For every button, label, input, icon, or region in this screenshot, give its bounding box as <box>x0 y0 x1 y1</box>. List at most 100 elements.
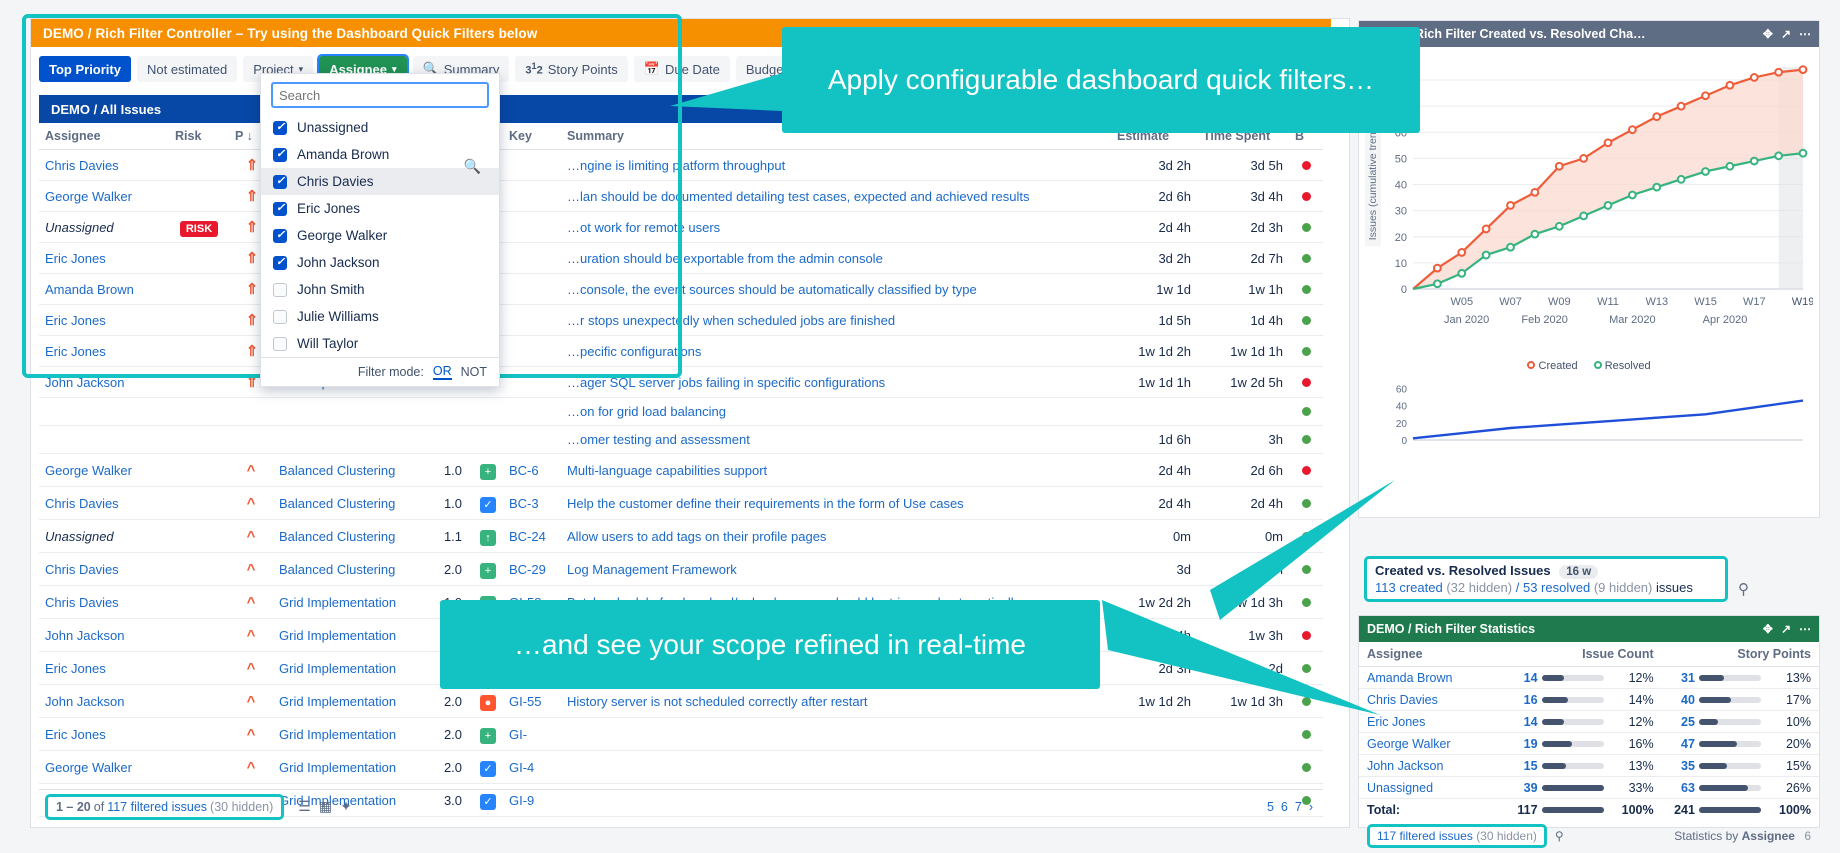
cell-assignee[interactable]: Eric Jones <box>39 335 169 367</box>
cell-key[interactable]: BC-24 <box>503 519 561 553</box>
table-row[interactable]: Unassigned ^ Balanced Clustering 1.1 ↑ BC-24 A… <box>39 519 1323 553</box>
assignee-value[interactable]: Chris Davies <box>45 561 119 577</box>
cell-assignee[interactable]: Unassigned <box>39 519 169 553</box>
col-risk[interactable]: Risk <box>169 123 229 150</box>
statistics-by-value[interactable]: Assignee <box>1741 829 1795 843</box>
dropdown-item-john-jackson[interactable]: John Jackson <box>261 249 499 276</box>
cell-project[interactable]: Grid Implementation <box>273 717 433 751</box>
cell-project[interactable]: Grid Implementation <box>273 651 433 685</box>
cell-key[interactable]: BC-29 <box>503 552 561 586</box>
cell-assignee[interactable]: George Walker <box>39 453 169 487</box>
cell-summary[interactable]: Multi-language capabilities support <box>561 453 1111 487</box>
assignee-value[interactable]: George Walker <box>45 188 132 204</box>
search-input[interactable] <box>271 82 489 108</box>
assignee-value[interactable]: John Jackson <box>45 627 125 643</box>
cell-project[interactable] <box>273 425 433 454</box>
checkbox-icon[interactable] <box>273 309 287 324</box>
more-icon[interactable]: ⋯ <box>1799 27 1811 41</box>
quick-filter-not-estimated[interactable]: Not estimated <box>136 56 238 82</box>
stats-assignee[interactable]: Unassigned <box>1359 776 1506 799</box>
columns-icon[interactable]: ☰ <box>298 798 311 814</box>
cell-project[interactable]: Balanced Clustering <box>273 486 433 520</box>
dropdown-item-chris-davies[interactable]: Chris Davies <box>261 168 499 195</box>
cell-summary[interactable]: …uration should be exportable from the a… <box>561 242 1111 274</box>
filter-mode-or[interactable]: OR <box>432 364 452 380</box>
cell-summary[interactable]: …pecific configurations <box>561 335 1111 367</box>
table-row[interactable]: Amanda Brown⇑Grid Implementation…console… <box>39 273 1323 305</box>
checkbox-icon[interactable] <box>273 336 287 351</box>
assignee-value[interactable]: Amanda Brown <box>45 281 134 297</box>
cell-assignee[interactable] <box>39 397 169 426</box>
cell-project[interactable]: Balanced Clustering <box>273 552 433 586</box>
cell-key[interactable] <box>503 149 561 181</box>
cell-assignee[interactable]: George Walker <box>39 180 169 212</box>
cell-assignee[interactable]: Chris Davies <box>39 585 169 619</box>
dropdown-item-julie-williams[interactable]: Julie Williams <box>261 303 499 330</box>
checkbox-icon[interactable] <box>273 282 287 297</box>
table-row[interactable]: …on for grid load balancing <box>39 397 1323 426</box>
next-page-button[interactable]: › <box>1308 799 1313 814</box>
cell-assignee[interactable]: Unassigned <box>39 211 169 243</box>
cell-assignee[interactable]: Amanda Brown <box>39 273 169 305</box>
table-row[interactable]: Eric Jones ^ Grid Implementation 2.0 + GI- <box>39 717 1323 751</box>
cell-summary[interactable]: …ager SQL server jobs failing in specifi… <box>561 366 1111 398</box>
quick-filter-top-priority[interactable]: Top Priority <box>39 56 131 82</box>
stats-row[interactable]: George Walker 19 16% 47 20% <box>1359 732 1819 755</box>
created-vs-resolved-summary[interactable]: Created vs. Resolved Issues 16 w 113 cre… <box>1364 556 1728 602</box>
cell-assignee[interactable]: John Jackson <box>39 618 169 652</box>
assignee-value[interactable]: Eric Jones <box>45 343 106 359</box>
legend-created[interactable]: Created <box>1527 360 1578 372</box>
move-icon[interactable]: ✥ <box>1762 622 1773 636</box>
stats-assignee[interactable]: Eric Jones <box>1359 710 1506 733</box>
col-key[interactable]: Key <box>503 123 561 150</box>
cell-project[interactable]: Grid Implementation <box>273 618 433 652</box>
cell-key[interactable] <box>503 242 561 274</box>
table-row[interactable]: George Walker⇑Balanced Clustering…lan sh… <box>39 180 1323 212</box>
cell-summary[interactable]: …r stops unexpectedly when scheduled job… <box>561 304 1111 336</box>
stats-row[interactable]: Chris Davies 16 14% 40 17% <box>1359 688 1819 711</box>
cell-assignee[interactable]: Eric Jones <box>39 304 169 336</box>
stats-assignee[interactable]: George Walker <box>1359 732 1506 755</box>
cell-summary[interactable] <box>561 750 1111 784</box>
cell-summary[interactable]: …lan should be documented detailing test… <box>561 180 1111 212</box>
cell-key[interactable] <box>503 304 561 336</box>
search-icon[interactable]: 🔍 <box>463 158 481 174</box>
table-row[interactable]: Eric Jones⇑Grid Implementation…pecific c… <box>39 335 1323 367</box>
stats-assignee[interactable]: John Jackson <box>1359 754 1506 777</box>
cell-project[interactable]: Grid Implementation <box>273 585 433 619</box>
pagination-summary[interactable]: 1 – 20 of 117 filtered issues (30 hidden… <box>45 793 285 820</box>
cell-assignee[interactable]: Eric Jones <box>39 651 169 685</box>
cell-summary[interactable]: …console, the event sources should be au… <box>561 273 1111 305</box>
cell-key[interactable]: GI- <box>503 717 561 751</box>
stats-row[interactable]: John Jackson 15 13% 35 15% <box>1359 754 1819 777</box>
cell-project[interactable] <box>273 397 433 426</box>
assignee-value[interactable]: George Walker <box>45 462 132 478</box>
dropdown-item-john-smith[interactable]: John Smith <box>261 276 499 303</box>
page-5[interactable]: 5 <box>1266 799 1274 814</box>
move-icon[interactable]: ✥ <box>1762 27 1773 41</box>
quick-filter-story-points[interactable]: 312 Story Points <box>515 56 628 82</box>
pin-icon[interactable]: ⚲ <box>1554 829 1564 843</box>
checkbox-icon[interactable] <box>273 228 287 243</box>
legend-resolved[interactable]: Resolved <box>1593 360 1651 372</box>
expand-icon[interactable]: ↗ <box>1780 27 1791 41</box>
cell-assignee[interactable]: John Jackson <box>39 684 169 718</box>
table-row[interactable]: …omer testing and assessment 1d 6h 3h <box>39 425 1323 454</box>
dropdown-item-eric-jones[interactable]: Eric Jones <box>261 195 499 222</box>
cell-key[interactable] <box>503 366 561 398</box>
stats-filtered-issues[interactable]: 117 filtered issues (30 hidden) <box>1367 824 1547 848</box>
cell-assignee[interactable]: Chris Davies <box>39 552 169 586</box>
checkbox-icon[interactable] <box>273 201 287 216</box>
cell-summary[interactable]: …ngine is limiting platform throughput <box>561 149 1111 181</box>
table-row[interactable]: Chris Davies ^ Balanced Clustering 2.0 + BC-2… <box>39 552 1323 586</box>
assignee-value[interactable]: Chris Davies <box>45 157 119 173</box>
dropdown-item-unassigned[interactable]: Unassigned <box>261 114 499 141</box>
assignee-value[interactable]: Chris Davies <box>45 495 119 511</box>
table-row[interactable]: John Jackson⇑Grid Implementation…ager SQ… <box>39 366 1323 398</box>
cell-key[interactable] <box>503 335 561 367</box>
cell-key[interactable] <box>503 425 561 454</box>
cell-assignee[interactable] <box>39 425 169 454</box>
table-row[interactable]: George Walker ^ Balanced Clustering 1.0 + BC-… <box>39 453 1323 487</box>
expand-icon[interactable]: ↗ <box>1780 622 1791 636</box>
